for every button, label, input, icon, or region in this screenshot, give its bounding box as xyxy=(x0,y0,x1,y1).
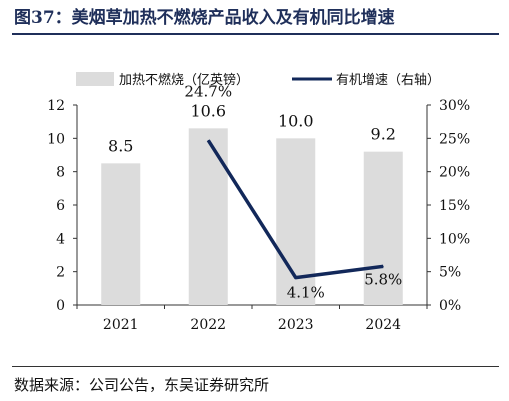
legend-bar-label: 加热不燃烧（亿英镑） xyxy=(119,72,249,88)
right-tick-label: 0% xyxy=(439,298,461,314)
right-tick-label: 15% xyxy=(439,198,470,214)
bar xyxy=(188,128,228,305)
growth-value-label: 4.1% xyxy=(287,284,325,302)
left-tick-label: 4 xyxy=(56,231,65,247)
legend-line-label: 有机增速（右轴） xyxy=(336,73,440,88)
bar xyxy=(363,151,403,305)
bar-value-label: 10.6 xyxy=(190,101,226,120)
right-tick-label: 5% xyxy=(439,265,461,281)
growth-point xyxy=(382,265,384,267)
growth-point xyxy=(207,139,209,141)
bar-value-label: 8.5 xyxy=(108,136,133,155)
bar-value-label: 9.2 xyxy=(371,125,396,144)
left-tick-label: 8 xyxy=(56,165,65,181)
x-tick-label: 2024 xyxy=(365,317,401,333)
right-tick-label: 20% xyxy=(439,165,470,181)
legend-bar-swatch xyxy=(76,72,114,86)
x-tick-label: 2021 xyxy=(103,317,139,333)
source-rule xyxy=(12,366,499,367)
title-rule xyxy=(12,33,499,35)
left-tick-label: 10 xyxy=(47,131,65,147)
right-tick-label: 25% xyxy=(439,131,470,147)
right-tick-label: 10% xyxy=(439,231,470,247)
bar xyxy=(276,138,316,305)
right-tick-label: 30% xyxy=(439,98,470,114)
figure-title: 图37：美烟草加热不燃烧产品收入及有机同比增速 xyxy=(14,6,395,30)
bar-value-label: 10.0 xyxy=(278,111,314,130)
source-note: 数据来源：公司公告，东吴证券研究所 xyxy=(14,376,270,394)
left-tick-label: 12 xyxy=(47,98,65,114)
figure-title-text: 美烟草加热不燃烧产品收入及有机同比增速 xyxy=(71,8,395,28)
left-tick-label: 6 xyxy=(56,198,65,214)
growth-point xyxy=(295,277,297,279)
growth-value-label: 24.7% xyxy=(184,82,232,100)
growth-value-label: 5.8% xyxy=(364,270,402,288)
bar xyxy=(101,163,141,305)
left-tick-label: 0 xyxy=(56,298,65,314)
x-tick-label: 2022 xyxy=(190,317,226,333)
figure-number: 图37： xyxy=(14,8,72,28)
x-tick-label: 2023 xyxy=(278,317,314,333)
left-tick-label: 2 xyxy=(56,265,65,281)
